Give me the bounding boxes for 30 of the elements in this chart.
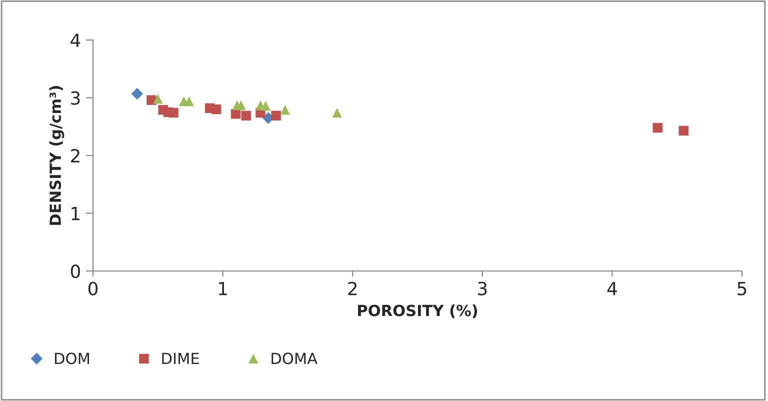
point — [678, 126, 688, 136]
y-tick-label: 0 — [70, 264, 80, 278]
point — [168, 108, 178, 118]
point — [230, 109, 241, 119]
y-tick-label: 3 — [71, 91, 80, 105]
legend-label: DIME — [162, 352, 199, 364]
point — [280, 105, 290, 115]
x-tick-label: 3 — [478, 282, 487, 296]
y-tick-label: 1 — [72, 206, 80, 220]
point — [241, 110, 252, 121]
legend-label: DOMA — [272, 352, 318, 364]
point — [652, 122, 662, 133]
y-tick-label: 2 — [71, 148, 80, 162]
point — [211, 104, 222, 114]
point — [153, 94, 163, 104]
x-tick-label: 2 — [348, 282, 357, 296]
x-tick-label: 1 — [219, 282, 227, 296]
point — [236, 100, 246, 110]
point — [332, 108, 342, 118]
point — [271, 110, 281, 121]
y-axis-title: DENSITY (g/cm³) — [49, 86, 64, 225]
x-axis-title: POROSITY (%) — [358, 304, 478, 318]
point — [131, 88, 144, 100]
x-tick-label: 4 — [607, 282, 617, 296]
legend-label: DOM — [55, 352, 89, 364]
y-tick-label: 4 — [70, 34, 80, 47]
point — [260, 100, 270, 111]
x-tick-label: 0 — [88, 282, 98, 296]
x-tick-label: 5 — [738, 282, 746, 296]
point — [184, 96, 194, 106]
